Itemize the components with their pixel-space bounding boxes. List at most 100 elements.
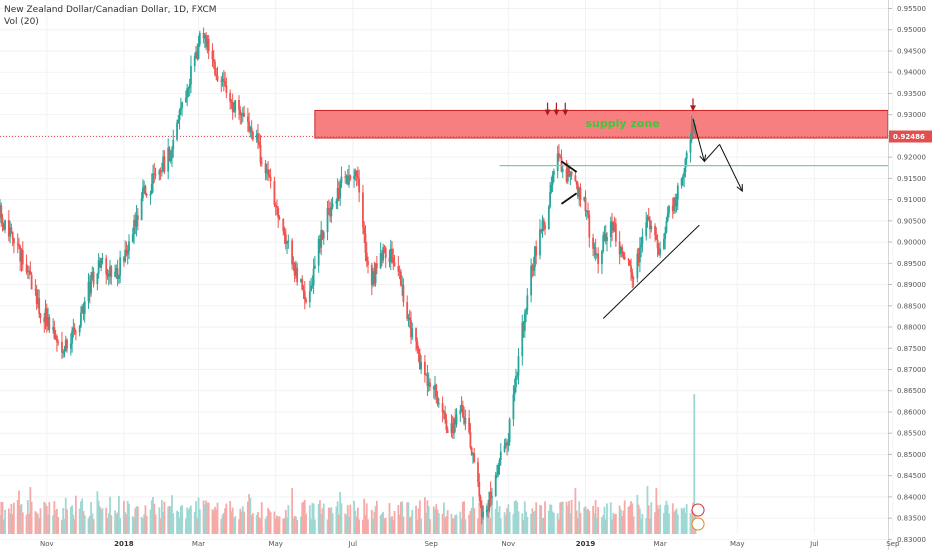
volume-bar [424,497,426,534]
candle-body [178,110,181,121]
volume-bar [326,519,329,534]
volume-bar [550,504,553,534]
volume-bar [52,515,55,534]
volume-bar [162,511,165,534]
candle-body [231,102,234,112]
candle-body [560,157,563,172]
time-tick-label: Mar [654,540,667,548]
volume-bar [82,511,85,534]
volume-bar [523,501,526,534]
volume-bar [72,514,75,534]
volume-bar [96,491,99,534]
candle-body [603,233,606,236]
volume-bar [97,500,100,534]
candle-body [365,252,368,262]
candle-body [513,387,516,395]
down-arrow-marker-head [544,109,551,116]
volume-bar [152,496,154,534]
volume-bar [211,509,214,534]
volume-bar [401,501,404,534]
time-axis[interactable]: Nov 2018 Mar May Jul Sep Nov 2019 Mar May Jul Sep [40,540,900,548]
volume-bar [44,503,47,534]
volume-bar [556,513,559,534]
candle-body [29,270,32,275]
volume-bar [491,495,493,534]
supply-zone-box [314,109,889,139]
candle-body [418,352,421,370]
volume-bar [197,497,200,534]
candle-body [497,464,500,475]
candle-body [319,238,321,248]
volume-bar [83,515,86,534]
candle-body [410,319,412,338]
candle-body [659,248,662,255]
volume-bar [570,499,573,534]
volume-bar [432,506,435,534]
price-axis[interactable]: 0.95500 0.95000 0.94500 0.94000 0.93500 0.930… [888,0,932,550]
volume-bar [246,501,249,534]
candle-body [258,142,261,145]
volume-bar [627,506,630,534]
volume-bar [117,495,120,534]
volume-bar [193,512,196,534]
candle-body [477,462,479,483]
bracket-line-bottom [560,192,578,205]
chart-drawings[interactable] [499,98,888,531]
candle-body [441,403,444,413]
volume-bar [135,506,138,534]
candle-body [273,181,276,205]
volume-bar [287,505,290,534]
candle-body [169,157,172,161]
candle-body [544,225,546,230]
candle-body [197,44,200,59]
volume-bar [248,494,251,534]
volume-bar [38,518,41,534]
volume-bar [48,502,51,534]
candle-body [20,250,23,262]
price-tick-label: 0.86000 [897,408,926,416]
volume-bar [473,508,476,534]
volume-bar [20,504,23,534]
volume-bar [339,491,342,534]
candle-body [663,239,665,249]
candle-body [611,221,613,231]
candle-body [370,265,373,285]
candle-body [331,203,334,208]
volume-bar [383,518,386,534]
volume-bar [560,501,563,534]
candle-body [494,475,497,496]
volume-bar [265,516,268,534]
volume-bar [515,500,517,534]
candle-body [464,417,467,424]
candle-body [286,241,288,244]
volume-bar [106,518,109,534]
candle-body [163,156,166,172]
candle-body [594,247,597,256]
volume-bar [663,513,665,534]
candle-body [671,205,674,212]
projection-arrow-segment [719,144,743,192]
volume-bar [233,518,235,534]
volume-bar [274,518,277,534]
candle-body [517,356,520,376]
volume-bar [169,506,172,534]
candle-body [241,113,244,116]
candle-body [296,267,299,283]
volume-bar [195,501,197,534]
candle-body [287,240,290,242]
volume-bar [692,502,694,534]
volume-bar [345,515,348,534]
candle-body [188,84,191,88]
volume-bar [39,508,42,534]
volume-bar [512,514,515,534]
candle-body [43,317,46,323]
candle-body [87,281,90,302]
volume-bar [425,512,428,534]
candle-body [240,114,243,116]
volume-bar [238,519,240,534]
volume-bar [239,508,242,534]
volume-bar [276,515,278,534]
candle-body [312,268,315,286]
candle-body [459,410,462,415]
